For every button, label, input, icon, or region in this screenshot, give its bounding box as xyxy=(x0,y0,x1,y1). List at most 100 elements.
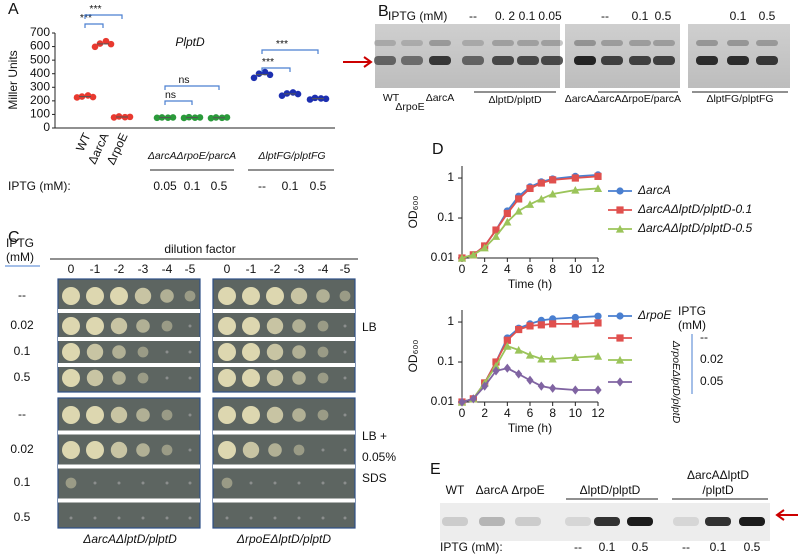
row-label: 0.1 xyxy=(14,344,31,358)
marker xyxy=(571,313,579,322)
band xyxy=(756,56,778,65)
spot xyxy=(249,481,253,485)
strain-group-label: ΔlptFG/plptFG xyxy=(257,150,325,162)
band xyxy=(492,40,514,46)
dot xyxy=(102,37,110,45)
spot xyxy=(242,369,260,387)
spot xyxy=(136,443,150,457)
y-tick-label: 700 xyxy=(30,25,50,39)
band xyxy=(462,56,484,65)
medium-label: SDS xyxy=(362,471,387,485)
spot xyxy=(141,481,145,485)
dot xyxy=(261,68,269,76)
legend-label: 0.02 xyxy=(700,352,724,366)
marker xyxy=(615,355,625,364)
legend-label: -- xyxy=(700,330,708,344)
plate xyxy=(57,397,201,529)
spot xyxy=(110,441,128,459)
spot xyxy=(184,290,196,302)
dot xyxy=(322,95,330,103)
lane-label: -- xyxy=(469,9,477,23)
spot xyxy=(62,406,80,424)
marker xyxy=(594,172,602,180)
marker xyxy=(515,325,523,334)
plate xyxy=(212,278,356,393)
row-label: 0.02 xyxy=(10,318,34,332)
marker xyxy=(571,185,580,194)
spot xyxy=(343,413,347,417)
spot xyxy=(161,409,173,421)
strain-label: ΔrpoE xyxy=(395,101,424,113)
spot xyxy=(268,443,282,457)
dilution-title: dilution factor xyxy=(164,242,235,256)
spot xyxy=(112,371,126,385)
legend-title: IPTG xyxy=(678,304,706,318)
panel-label: E xyxy=(430,461,441,478)
spot xyxy=(218,441,236,459)
band xyxy=(594,517,620,526)
spot xyxy=(134,287,152,305)
dot xyxy=(294,90,302,98)
marker xyxy=(525,350,535,359)
x-tick-label: 10 xyxy=(569,262,583,276)
band xyxy=(374,56,396,65)
spot xyxy=(292,371,306,385)
spot xyxy=(86,369,104,387)
dot xyxy=(153,114,161,122)
iptg-label: 0.1 xyxy=(282,179,299,193)
lane-label: 0. 2 xyxy=(495,9,515,23)
dot xyxy=(196,114,204,121)
significance-bracket xyxy=(84,14,123,19)
dot xyxy=(250,74,258,82)
dot xyxy=(278,92,286,99)
strain-label: ΔarcA xyxy=(426,92,455,104)
significance-bracket xyxy=(164,85,220,90)
dilution-label: -4 xyxy=(318,262,329,276)
x-tick-label: 12 xyxy=(591,406,605,420)
x-tick-label: 0 xyxy=(459,406,466,420)
marker xyxy=(616,187,624,195)
dot xyxy=(89,93,97,101)
panel-label: A xyxy=(8,1,19,18)
band xyxy=(429,56,451,65)
y-tick-label: 0 xyxy=(43,120,50,134)
arrow xyxy=(343,56,373,68)
band xyxy=(653,56,675,65)
marker xyxy=(571,174,579,182)
marker xyxy=(526,375,534,385)
spot xyxy=(317,346,329,358)
spot xyxy=(292,408,306,422)
lane-label: -- xyxy=(682,540,690,554)
marker xyxy=(503,363,511,373)
spot xyxy=(317,409,329,421)
spot xyxy=(62,317,80,335)
band xyxy=(574,56,596,65)
dot xyxy=(91,43,99,51)
marker xyxy=(458,397,466,407)
marker xyxy=(503,209,511,218)
plate xyxy=(212,397,356,529)
marker xyxy=(481,381,489,391)
spot xyxy=(292,345,306,359)
band xyxy=(727,56,749,65)
band xyxy=(517,40,539,46)
spot xyxy=(266,369,284,387)
spot xyxy=(137,372,149,384)
strain-label: /plptD xyxy=(702,483,734,497)
dot xyxy=(110,114,118,121)
dot xyxy=(107,40,115,48)
spot xyxy=(242,287,260,305)
marker xyxy=(616,377,624,387)
spot xyxy=(62,369,80,387)
marker xyxy=(594,312,602,320)
lane-label: 0.1 xyxy=(599,540,616,554)
spot xyxy=(86,343,104,361)
marker xyxy=(616,334,624,342)
spot xyxy=(93,516,97,520)
spot xyxy=(297,516,301,520)
spot xyxy=(136,408,150,422)
marker xyxy=(537,321,545,329)
x-tick-label: 2 xyxy=(481,406,488,420)
y-tick-label: 300 xyxy=(30,79,50,93)
spot xyxy=(93,481,97,485)
